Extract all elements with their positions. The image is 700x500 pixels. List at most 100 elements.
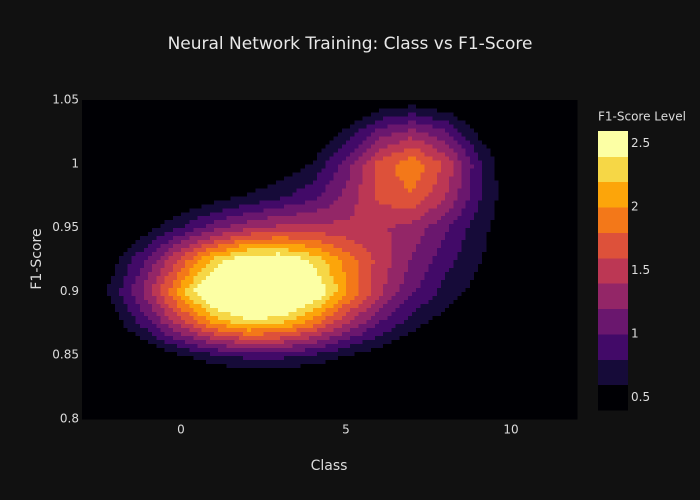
contour-cell (465, 347, 471, 352)
contour-cell (172, 319, 178, 324)
contour-cell (531, 343, 537, 348)
contour-cell (214, 279, 219, 285)
contour-cell (362, 375, 368, 380)
contour-cell (197, 347, 203, 352)
contour-cell (325, 351, 331, 356)
contour-cell (548, 387, 553, 392)
contour-cell (486, 343, 491, 348)
contour-cell (197, 355, 203, 360)
contour-cell (527, 415, 533, 420)
contour-cell (98, 291, 104, 296)
contour-cell (242, 263, 248, 269)
contour-cell (181, 363, 186, 368)
contour-cell (304, 307, 310, 312)
contour-cell (387, 391, 392, 396)
contour-cell (90, 275, 95, 281)
contour-cell (519, 259, 524, 265)
contour-cell (506, 407, 512, 412)
contour-cell (156, 287, 161, 292)
contour-cell (304, 263, 310, 269)
contour-cell (168, 279, 174, 285)
contour-cell (313, 415, 318, 420)
contour-cell (94, 255, 100, 261)
contour-cell (432, 291, 438, 296)
contour-cell (527, 395, 533, 400)
contour-cell (209, 275, 215, 281)
contour-cell (280, 267, 285, 273)
contour-cell (300, 271, 306, 277)
contour-cell (160, 407, 166, 412)
contour-cell (115, 271, 120, 277)
contour-cell (271, 275, 277, 281)
contour-cell (350, 383, 355, 388)
contour-cell (407, 395, 413, 400)
contour-cell (317, 279, 322, 285)
contour-cell (506, 311, 512, 316)
contour-cell (139, 259, 145, 265)
contour-cell (160, 355, 166, 360)
contour-cell (176, 387, 182, 392)
contour-cell (490, 399, 496, 404)
contour-cell (255, 275, 260, 281)
contour-cell (387, 283, 392, 289)
contour-cell (292, 371, 298, 376)
contour-cell (139, 303, 145, 308)
contour-cell (325, 331, 331, 336)
contour-cell (259, 371, 265, 376)
contour-cell (247, 359, 252, 364)
contour-cell (148, 283, 153, 289)
contour-cell (317, 271, 322, 277)
contour-cell (218, 291, 223, 296)
contour-cell (308, 387, 314, 392)
contour-cell (259, 367, 265, 372)
contour-cell (564, 403, 570, 408)
contour-cell (201, 279, 207, 285)
contour-cell (519, 319, 524, 324)
contour-cell (399, 395, 405, 400)
contour-cell (90, 255, 95, 261)
contour-cell (106, 391, 112, 396)
contour-cell (209, 307, 215, 312)
contour-cell (255, 415, 260, 420)
contour-cell (370, 383, 376, 388)
contour-cell (362, 407, 368, 412)
contour-cell (176, 307, 182, 312)
contour-cell (123, 255, 128, 261)
contour-cell (176, 243, 182, 249)
contour-cell (304, 355, 310, 360)
contour-cell (465, 279, 471, 285)
contour-cell (251, 339, 256, 344)
contour-cell (362, 391, 368, 396)
contour-cell (115, 367, 120, 372)
contour-cell (498, 379, 504, 384)
contour-cell (572, 271, 578, 277)
contour-cell (263, 331, 269, 336)
contour-cell (205, 335, 211, 340)
contour-cell (333, 335, 339, 340)
contour-cell (205, 383, 211, 388)
contour-cell (473, 335, 479, 340)
contour-cell (560, 343, 566, 348)
contour-cell (255, 347, 260, 352)
contour-cell (247, 347, 252, 352)
contour-cell (267, 403, 273, 408)
contour-cell (152, 367, 157, 372)
contour-cell (160, 291, 166, 296)
contour-cell (115, 323, 120, 328)
contour-cell (350, 299, 355, 304)
contour-cell (313, 319, 318, 324)
contour-cell (379, 355, 384, 360)
contour-cell (432, 323, 438, 328)
contour-cell (255, 367, 260, 372)
contour-cell (461, 299, 467, 304)
contour-cell (172, 379, 178, 384)
contour-cell (168, 375, 174, 380)
contour-cell (412, 399, 417, 404)
contour-cell (304, 259, 310, 265)
contour-cell (164, 231, 170, 237)
contour-cell (317, 311, 322, 316)
contour-cell (572, 331, 578, 336)
contour-cell (139, 339, 145, 344)
contour-cell (110, 363, 116, 368)
contour-cell (222, 407, 227, 412)
